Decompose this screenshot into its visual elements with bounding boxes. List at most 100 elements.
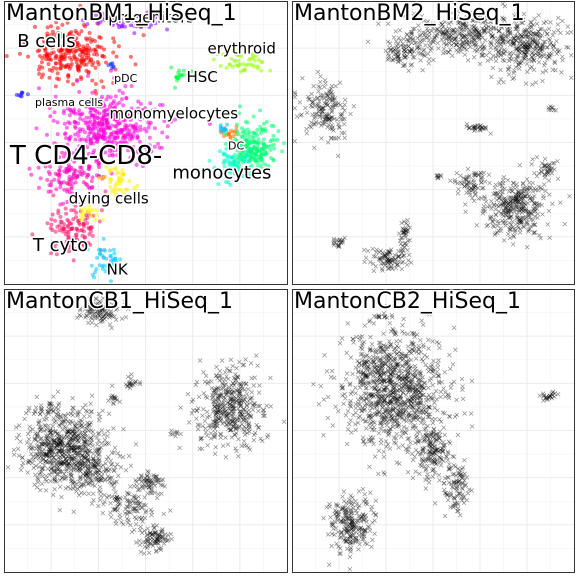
data-point — [496, 28, 502, 34]
data-point — [115, 134, 120, 139]
data-point — [520, 17, 526, 22]
data-point — [52, 244, 57, 249]
data-point — [99, 117, 104, 122]
panel-grid — [293, 2, 574, 284]
data-point — [111, 153, 116, 158]
data-point — [440, 35, 446, 40]
data-point — [247, 57, 252, 62]
data-point — [409, 46, 414, 52]
data-point — [62, 121, 67, 126]
data-point — [440, 50, 446, 56]
data-point — [245, 149, 250, 154]
data-point — [142, 20, 147, 25]
data-point — [255, 127, 260, 132]
data-point — [520, 20, 525, 26]
cluster-label: dying cells — [69, 190, 149, 208]
data-point — [119, 179, 124, 184]
data-point — [440, 29, 446, 35]
data-point — [402, 13, 407, 19]
data-point — [260, 127, 265, 132]
data-point — [117, 88, 122, 93]
data-point — [101, 85, 106, 90]
data-point — [476, 30, 482, 35]
data-point — [53, 229, 58, 234]
data-point — [73, 29, 78, 33]
data-point — [147, 25, 152, 30]
data-point — [245, 127, 250, 132]
data-point — [51, 118, 56, 123]
data-point — [430, 25, 436, 31]
data-point — [507, 56, 512, 61]
data-point — [120, 91, 125, 95]
data-point — [94, 103, 99, 108]
data-point — [456, 15, 461, 21]
data-point — [78, 137, 82, 142]
data-point — [473, 25, 478, 31]
data-point — [437, 29, 442, 35]
data-point — [60, 150, 65, 155]
data-point — [107, 138, 112, 143]
data-point — [254, 53, 259, 58]
data-point — [464, 27, 469, 32]
data-point — [441, 46, 447, 52]
data-point — [491, 25, 496, 30]
data-point — [90, 90, 95, 95]
data-point — [236, 58, 241, 63]
data-point — [477, 12, 483, 18]
data-point — [440, 25, 446, 30]
data-point — [458, 37, 464, 43]
data-point — [499, 49, 504, 54]
data-point — [94, 124, 99, 129]
data-point — [121, 142, 126, 147]
data-point — [466, 40, 472, 45]
data-point — [417, 33, 423, 39]
data-point — [440, 30, 446, 35]
data-point — [439, 37, 445, 42]
data-point — [95, 116, 100, 121]
data-point — [243, 144, 248, 149]
data-point — [405, 32, 410, 37]
data-point — [69, 208, 74, 213]
data-point — [36, 67, 41, 72]
data-point — [490, 33, 495, 38]
data-point — [495, 53, 501, 59]
data-point — [425, 28, 431, 34]
data-point — [75, 63, 80, 68]
data-point — [140, 16, 145, 20]
data-point — [474, 29, 480, 34]
data-point — [111, 36, 116, 41]
data-point — [138, 127, 143, 132]
data-point — [272, 146, 277, 151]
data-point — [29, 172, 34, 177]
data-point — [109, 279, 113, 284]
data-point — [147, 143, 152, 148]
data-point — [95, 44, 100, 49]
data-point — [51, 50, 56, 55]
data-point — [434, 31, 440, 37]
data-point — [115, 201, 120, 206]
data-point — [77, 47, 82, 52]
data-point — [259, 68, 264, 73]
data-point — [532, 44, 538, 49]
data-point — [108, 68, 113, 73]
data-point — [93, 218, 98, 223]
data-point — [33, 24, 37, 29]
data-point — [434, 34, 440, 39]
data-point — [93, 39, 97, 43]
data-point — [49, 24, 53, 29]
data-point — [87, 154, 92, 159]
data-point — [416, 45, 421, 50]
cluster-label: B cells — [17, 31, 75, 52]
data-point — [73, 137, 78, 142]
data-point — [523, 52, 528, 58]
data-point — [470, 35, 476, 40]
data-point — [105, 266, 110, 271]
data-point — [67, 32, 72, 37]
data-point — [109, 254, 113, 259]
data-point — [57, 155, 62, 160]
data-point — [169, 65, 174, 70]
data-point — [71, 82, 76, 87]
data-point — [510, 76, 515, 82]
data-point — [123, 84, 128, 89]
data-point — [131, 23, 136, 28]
